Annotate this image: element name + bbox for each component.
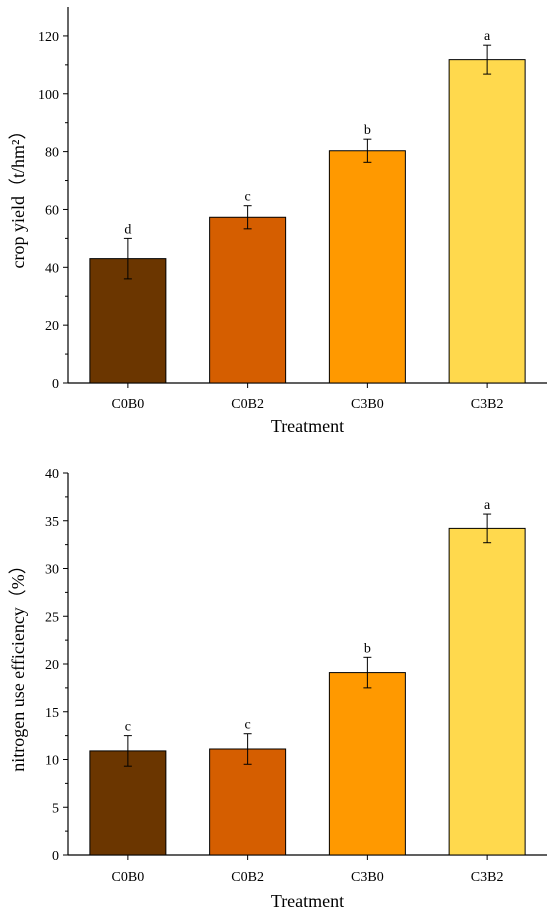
chart-1-y-tick-label: 40	[45, 261, 59, 276]
chart-2-y-tick-label: 5	[52, 801, 59, 816]
chart-2-bar-c0b0	[89, 750, 167, 856]
chart-2-x-tick-label: C3B2	[471, 870, 504, 885]
chart-1-x-tick-label: C3B2	[471, 397, 504, 412]
chart-2-y-axis-title: nitrogen use efficiency（%）	[8, 556, 28, 772]
chart-2-y-tick-label: 15	[45, 706, 59, 721]
chart-2-x-tick-label: C0B2	[231, 870, 264, 885]
chart-1-significance-label: b	[364, 123, 371, 138]
chart-1-bar-c0b2	[209, 216, 287, 384]
chart-1-y-tick-label: 0	[52, 377, 59, 392]
chart-2-y-tick-label: 40	[45, 467, 59, 482]
chart-2-bar-c3b0	[328, 672, 406, 856]
chart-2-y-tick-label: 0	[52, 849, 59, 864]
chart-2-bar-c3b2	[448, 527, 526, 856]
chart-1-y-tick-label: 120	[38, 30, 59, 45]
chart-2-y-tick-label: 35	[45, 515, 59, 530]
chart-2-bar-c0b2	[209, 748, 287, 856]
chart-2-x-tick-label: C0B0	[112, 870, 145, 885]
chart-2-y-tick-label: 25	[45, 610, 59, 625]
chart-1-y-tick-label: 100	[38, 88, 59, 103]
chart-2-x-tick-label: C3B0	[351, 870, 384, 885]
crop-yield-chart: 0 20 40 60 80 100 120 d C0B0 c C0B2 b C3B0 a C3B2 Treat…	[8, 7, 547, 436]
chart-1-x-tick-label: C0B2	[231, 397, 264, 412]
chart-1-bar-c3b2	[448, 59, 526, 384]
chart-2-significance-label: c	[245, 718, 251, 733]
chart-1-y-tick-label: 60	[45, 203, 59, 218]
chart-1-y-tick-label: 80	[45, 146, 59, 161]
chart-1-x-axis-title: Treatment	[271, 416, 344, 436]
chart-2-y-tick-label: 10	[45, 754, 59, 769]
chart-2-significance-label: a	[484, 498, 491, 513]
chart-1-significance-label: c	[245, 190, 251, 205]
chart-2-significance-label: c	[125, 720, 131, 735]
chart-1-y-tick-label: 20	[45, 319, 59, 334]
chart-1-significance-label: a	[484, 29, 491, 44]
chart-1-x-tick-label: C3B0	[351, 397, 384, 412]
chart-1-x-tick-label: C0B0	[112, 397, 145, 412]
chart-2-y-tick-label: 30	[45, 563, 59, 578]
chart-2-significance-label: b	[364, 641, 371, 656]
chart-1-significance-label: d	[124, 222, 131, 237]
nitrogen-efficiency-chart: 0 5 10 15 20 25 30 35 40 c C0B0 c C0B2 b C3B0 a C3B2 Trea…	[8, 467, 547, 911]
chart-2-y-tick-label: 20	[45, 658, 59, 673]
chart-1-y-axis-title: crop yield（t/hm²）	[8, 122, 28, 269]
chart-1-bar-c3b0	[328, 150, 406, 384]
chart-2-x-axis-title: Treatment	[271, 891, 344, 911]
